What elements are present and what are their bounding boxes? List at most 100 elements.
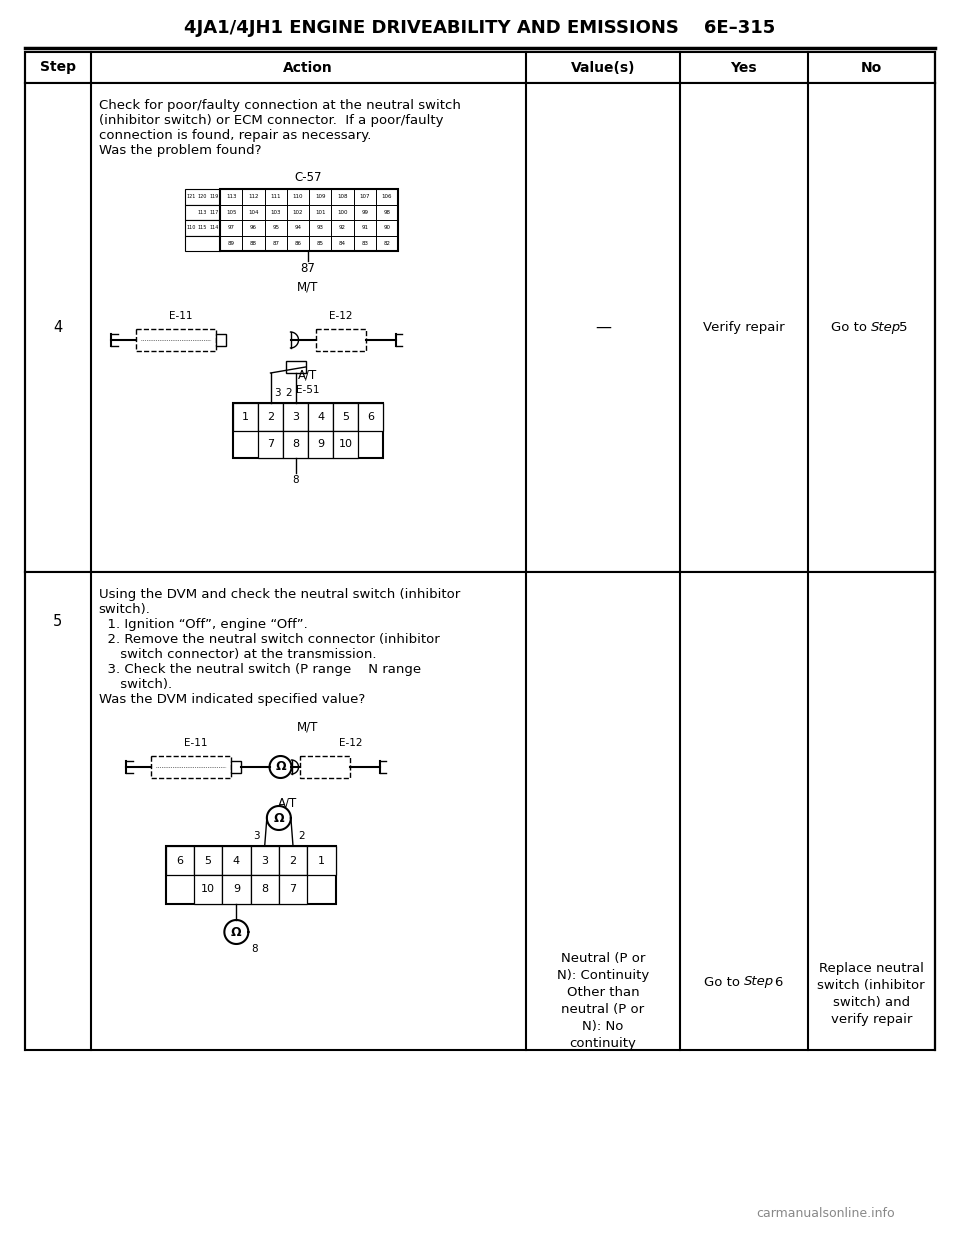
Text: No: No <box>861 61 882 75</box>
Text: Ω: Ω <box>231 925 242 939</box>
Text: 90: 90 <box>383 225 391 230</box>
Text: 103: 103 <box>271 210 281 215</box>
Bar <box>251 876 278 904</box>
Text: E-11: E-11 <box>169 310 192 320</box>
Bar <box>185 236 220 251</box>
Text: Go to: Go to <box>831 320 872 334</box>
Text: 10: 10 <box>339 440 352 450</box>
Text: 2: 2 <box>290 856 297 866</box>
Text: 4: 4 <box>317 412 324 422</box>
Text: switch connector) at the transmission.: switch connector) at the transmission. <box>99 648 376 661</box>
Text: 1: 1 <box>242 412 249 422</box>
Text: A/T: A/T <box>278 796 298 809</box>
Bar <box>215 334 226 347</box>
Bar <box>25 573 935 1049</box>
Text: 6: 6 <box>177 856 183 866</box>
Bar <box>185 189 220 205</box>
Text: 5: 5 <box>53 615 62 630</box>
Text: 91: 91 <box>361 225 368 230</box>
Text: Was the problem found?: Was the problem found? <box>99 144 261 156</box>
Text: 120: 120 <box>198 194 207 199</box>
Text: 110: 110 <box>293 194 303 199</box>
Bar <box>25 83 935 573</box>
Bar <box>165 846 194 876</box>
Text: 4: 4 <box>53 320 62 335</box>
Text: 83: 83 <box>361 241 368 246</box>
Text: 100: 100 <box>337 210 348 215</box>
Text: 95: 95 <box>272 225 279 230</box>
Bar <box>333 431 358 458</box>
Text: 9: 9 <box>317 440 324 450</box>
Bar <box>358 402 383 431</box>
Text: 96: 96 <box>250 225 257 230</box>
Text: 113: 113 <box>226 194 236 199</box>
Text: 8: 8 <box>292 440 300 450</box>
Text: 99: 99 <box>361 210 368 215</box>
Text: A/T: A/T <box>299 369 318 383</box>
Text: 2: 2 <box>298 831 304 841</box>
Text: switch).: switch). <box>99 678 172 691</box>
Text: 88: 88 <box>250 241 257 246</box>
Text: Was the DVM indicated specified value?: Was the DVM indicated specified value? <box>99 693 365 705</box>
Text: 8: 8 <box>261 884 268 894</box>
Text: 8: 8 <box>292 474 299 484</box>
Text: 110: 110 <box>186 225 196 230</box>
Text: 3: 3 <box>292 412 299 422</box>
Text: E-12: E-12 <box>328 310 352 320</box>
Text: 94: 94 <box>295 225 301 230</box>
Text: 8: 8 <box>252 944 258 954</box>
Bar <box>316 329 366 351</box>
Text: M/T: M/T <box>298 720 319 733</box>
Text: Yes: Yes <box>731 61 757 75</box>
Text: 97: 97 <box>228 225 234 230</box>
Text: switch).: switch). <box>99 604 151 616</box>
Text: 6: 6 <box>774 975 782 989</box>
Bar <box>185 205 220 220</box>
Text: 117: 117 <box>209 210 219 215</box>
Bar <box>300 756 349 777</box>
Text: M/T: M/T <box>298 281 319 294</box>
Bar <box>233 402 383 458</box>
Text: 3: 3 <box>274 388 280 397</box>
Bar <box>151 756 230 777</box>
Bar <box>283 431 308 458</box>
Text: Ω: Ω <box>276 760 286 774</box>
Text: 10: 10 <box>201 884 215 894</box>
Text: 113: 113 <box>198 210 207 215</box>
Text: 5: 5 <box>204 856 211 866</box>
Bar <box>230 761 241 773</box>
Bar <box>185 220 220 236</box>
Text: 5: 5 <box>342 412 349 422</box>
Text: 109: 109 <box>315 194 325 199</box>
Text: Value(s): Value(s) <box>570 61 636 75</box>
Text: C-57: C-57 <box>295 171 322 184</box>
Text: 101: 101 <box>315 210 325 215</box>
Bar <box>25 52 935 83</box>
Text: Replace neutral
switch (inhibitor
switch) and
verify repair: Replace neutral switch (inhibitor switch… <box>818 963 925 1026</box>
Text: 85: 85 <box>317 241 324 246</box>
Text: Neutral (P or
N): Continuity
Other than
neutral (P or
N): No
continuity: Neutral (P or N): Continuity Other than … <box>557 953 649 1049</box>
Text: Step: Step <box>744 975 774 989</box>
Bar <box>222 846 251 876</box>
Text: 102: 102 <box>293 210 303 215</box>
Bar <box>251 846 278 876</box>
Text: 2: 2 <box>285 388 292 397</box>
Text: E-12: E-12 <box>339 738 362 748</box>
Text: 2: 2 <box>267 412 274 422</box>
Text: 92: 92 <box>339 225 346 230</box>
Text: 114: 114 <box>209 225 219 230</box>
Text: Verify repair: Verify repair <box>703 320 784 334</box>
Text: (inhibitor switch) or ECM connector.  If a poor/faulty: (inhibitor switch) or ECM connector. If … <box>99 114 443 127</box>
Text: 9: 9 <box>232 884 240 894</box>
Text: 5: 5 <box>900 320 908 334</box>
Bar <box>278 846 307 876</box>
Text: 84: 84 <box>339 241 346 246</box>
Text: Step: Step <box>872 320 901 334</box>
Bar <box>333 402 358 431</box>
Bar <box>233 402 258 431</box>
Bar <box>258 402 283 431</box>
Text: 86: 86 <box>295 241 301 246</box>
Text: 106: 106 <box>382 194 392 199</box>
Text: —: — <box>595 320 611 335</box>
Text: 1: 1 <box>318 856 324 866</box>
